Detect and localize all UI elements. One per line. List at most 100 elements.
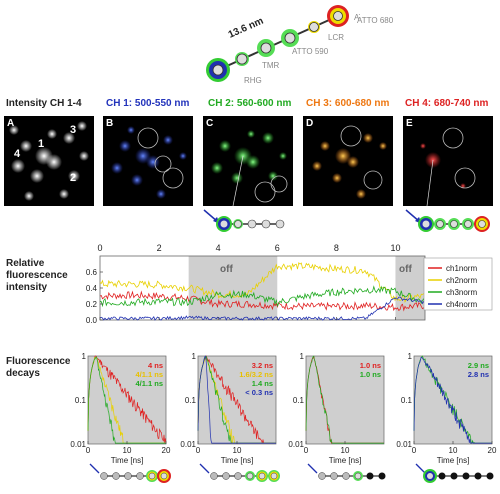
decay-ylabel: Fluorescence decays <box>6 356 70 380</box>
panel-title-ch3: CH 3: 600-680 nm <box>306 98 390 109</box>
chain-diagram-e <box>405 209 490 232</box>
chain-diagram-c <box>203 209 285 232</box>
decay-lifetime-label: 1.0 ns <box>360 361 381 370</box>
trace-ticks: 0 2 4 6 8 10 0.0 0.2 0.4 0.6 <box>86 243 401 325</box>
decay-ylabel-line2: decays <box>6 368 40 379</box>
decay-xtick-label: 10 <box>123 446 132 455</box>
panel-title-ch1: CH 1: 500-550 nm <box>106 98 190 109</box>
chain-dye <box>222 472 230 480</box>
dye-label-lcr: LCR <box>328 33 345 42</box>
ch1-spots <box>111 126 187 199</box>
off-label-2: off <box>399 264 412 275</box>
legend-ch1: ch1norm <box>446 264 477 273</box>
dye-label-atto680-text: ATTO 680 <box>357 16 394 25</box>
chain-arrow <box>199 463 210 474</box>
dye-label-atto680: ATTO 680 <box>354 13 360 22</box>
decay-lifetime-label: 4/1.1 ns <box>135 379 163 388</box>
panel-letter-b: B <box>106 118 114 129</box>
panel-title-ch4: CH 4: 680-740 nm <box>405 98 489 109</box>
decay-lifetime-label: 1.6/3.2 ns <box>239 370 273 379</box>
decay-xtick-label: 0 <box>412 446 417 455</box>
trace-ch4norm <box>99 296 426 321</box>
ch2-spots <box>211 130 288 206</box>
chain-arrow <box>89 463 100 474</box>
chain-dye <box>330 472 338 480</box>
panel-title-intensity: Intensity CH 1-4 <box>6 98 82 109</box>
decay-curve-ch1 <box>87 355 167 444</box>
decay-lifetime-label: 4 ns <box>148 361 163 370</box>
dye-chain <box>206 5 349 82</box>
chain-dye <box>270 472 278 480</box>
chain-dye <box>318 472 326 480</box>
decay-xtick-label: 10 <box>449 446 458 455</box>
chain-dye <box>342 472 350 480</box>
legend-ch3: ch3norm <box>446 288 477 297</box>
ch4-spots <box>420 127 476 206</box>
trace-xtick-label: 4 <box>216 243 221 253</box>
chain-dye <box>427 473 433 479</box>
trace-ylabel-line3: intensity <box>6 282 48 293</box>
decay-ytick-label: 1 <box>82 352 87 361</box>
decay-lifetime-label: 3.2 ns <box>252 361 273 370</box>
trace-ch2norm <box>99 261 426 303</box>
decay-xtick-label: 0 <box>196 446 201 455</box>
trace-ylabel: Relative fluorescence intensity <box>6 258 68 294</box>
trace-ch3norm <box>99 285 426 308</box>
chain-dye <box>366 472 374 480</box>
chain-dye <box>354 472 362 480</box>
panel-letter-c: C <box>206 118 214 129</box>
chain-dye <box>112 472 120 480</box>
trace-ch1norm <box>99 290 426 312</box>
distance-label: 13.6 nm <box>227 16 266 41</box>
intensity-spots <box>9 121 89 201</box>
decay-ytick-label: 0.01 <box>180 440 196 449</box>
chain-dye <box>100 472 108 480</box>
decay-xlabel: Time [ns] <box>221 456 254 465</box>
trace-lines <box>99 261 426 321</box>
image-panel-intensity: A 1 3 4 2 <box>4 116 94 206</box>
decay-lifetime-label: 2.8 ns <box>468 370 489 379</box>
decay-xtick-label: 0 <box>86 446 91 455</box>
dye-chain-diagram: 13.6 nm ATTO 680 <box>206 5 360 82</box>
decay-xlabel: Time [ns] <box>437 456 470 465</box>
panel-letter-e: E <box>406 118 413 129</box>
decay-ytick-label: 0.01 <box>288 440 304 449</box>
off-region-0 <box>188 256 278 320</box>
decay-ytick-label: 0.1 <box>75 396 87 405</box>
decay-curve-ch4 <box>413 356 492 444</box>
region-number-4: 4 <box>14 148 21 160</box>
decay-ytick-label: 1 <box>408 352 413 361</box>
decay-xlabel: Time [ns] <box>111 456 144 465</box>
decay-ytick-label: 0.1 <box>401 396 413 405</box>
chain-dye <box>438 472 446 480</box>
dye-label-rhg: RHG <box>244 76 262 85</box>
decay-ytick-label: 0.01 <box>396 440 412 449</box>
trace-xtick-label: 2 <box>157 243 162 253</box>
chain-dye <box>258 472 266 480</box>
trace-xtick-label: 0 <box>97 243 102 253</box>
chain-dye <box>474 472 482 480</box>
decay-xtick-label: 10 <box>233 446 242 455</box>
decay-ytick-label: 0.01 <box>70 440 86 449</box>
panel-letter-d: D <box>306 118 314 129</box>
legend-ch4: ch4norm <box>446 300 477 309</box>
off-label-1: off <box>220 264 233 275</box>
ch3-spots <box>312 125 387 199</box>
legend-ch2: ch2norm <box>446 276 477 285</box>
region-number-2: 2 <box>70 172 77 184</box>
panel-letter-a: A <box>7 118 15 129</box>
chain-dye <box>148 472 156 480</box>
trace-ylabel-line2: fluorescence <box>6 270 68 281</box>
trace-xtick-label: 8 <box>334 243 339 253</box>
region-number-1: 1 <box>38 138 45 150</box>
chain-arrow <box>307 463 318 474</box>
chain-dye <box>160 472 168 480</box>
chain-arrow <box>415 463 426 474</box>
chain-dye <box>450 472 458 480</box>
decay-ytick-label: 0.1 <box>293 396 305 405</box>
decay-lifetime-label: 1.0 ns <box>360 370 381 379</box>
decay-lifetime-label: 4/1.1 ns <box>135 370 163 379</box>
decay-lifetime-label: < 0.3 ns <box>245 388 273 397</box>
